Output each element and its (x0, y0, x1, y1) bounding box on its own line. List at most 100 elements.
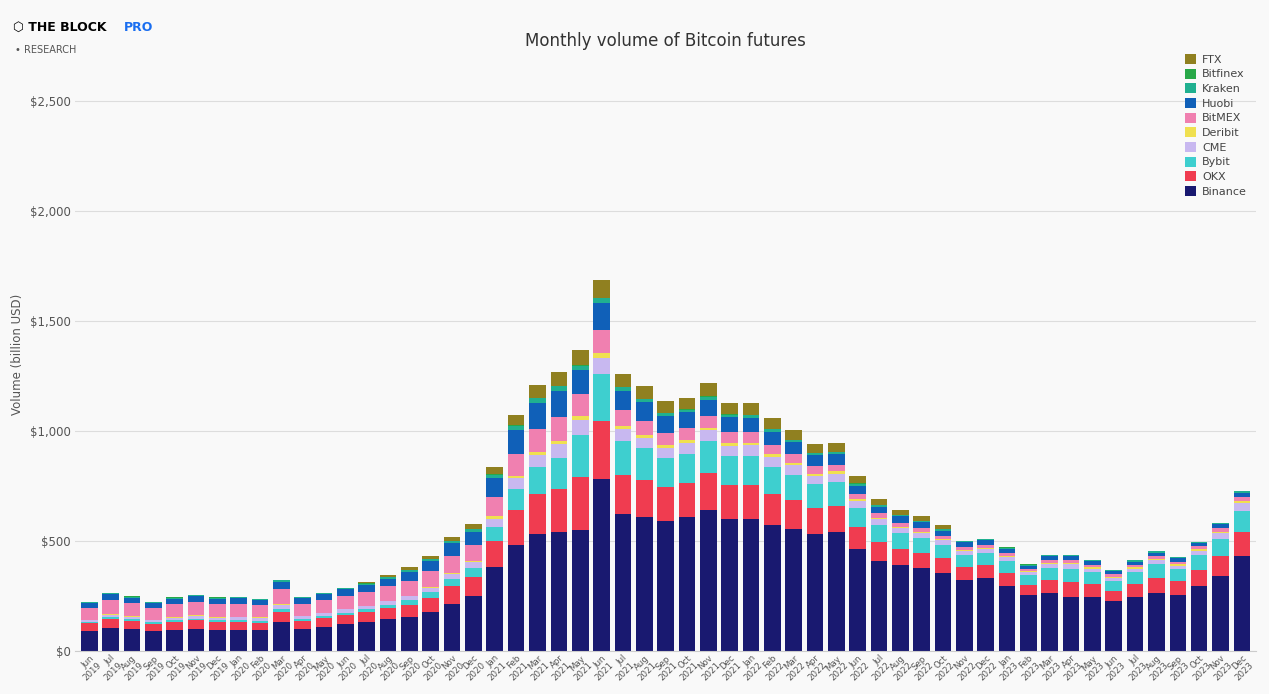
Bar (764, 430, 780, 432)
Bar (935, 539, 952, 541)
Bar (1105, 581, 1122, 591)
Bar (679, 517, 695, 651)
Bar (572, 435, 589, 477)
Bar (103, 617, 119, 618)
Bar (892, 549, 909, 565)
Bar (1212, 576, 1228, 651)
Bar (1170, 559, 1187, 561)
Bar (892, 515, 909, 516)
Bar (231, 597, 247, 598)
Bar (486, 497, 503, 516)
Bar (316, 593, 332, 594)
Bar (379, 619, 396, 651)
Bar (1212, 534, 1228, 539)
Bar (700, 441, 717, 473)
Bar (593, 373, 610, 421)
Bar (786, 475, 802, 500)
Bar (679, 409, 695, 412)
Bar (614, 391, 631, 410)
Bar (1170, 564, 1187, 566)
Bar (401, 605, 418, 617)
Bar (466, 568, 482, 577)
Bar (551, 532, 567, 651)
Bar (977, 545, 994, 548)
Bar (358, 592, 376, 606)
Bar (593, 421, 610, 480)
Bar (379, 577, 396, 579)
Bar (81, 623, 98, 631)
Bar (166, 604, 183, 617)
Bar (316, 627, 332, 651)
Bar (593, 480, 610, 651)
Bar (807, 455, 824, 466)
Bar (423, 571, 439, 587)
Bar (81, 602, 98, 607)
Bar (358, 585, 376, 592)
Bar (827, 452, 845, 455)
Bar (1190, 586, 1208, 651)
Bar (807, 466, 824, 473)
Bar (636, 517, 652, 651)
Bar (1084, 567, 1100, 568)
Bar (1105, 570, 1122, 571)
Bar (935, 530, 952, 536)
Bar (614, 429, 631, 441)
Bar (1127, 567, 1143, 568)
Bar (721, 418, 737, 432)
Bar (486, 518, 503, 527)
Bar (849, 527, 865, 548)
Bar (1042, 560, 1058, 563)
Y-axis label: Volume (billion USD): Volume (billion USD) (11, 294, 24, 414)
Bar (849, 501, 865, 508)
Bar (81, 622, 98, 623)
Bar (529, 403, 546, 429)
Bar (1148, 556, 1165, 559)
Bar (721, 485, 737, 519)
Bar (316, 618, 332, 627)
Bar (742, 432, 759, 443)
Bar (721, 443, 737, 446)
Bar (1190, 546, 1208, 549)
Bar (273, 605, 289, 609)
Bar (721, 456, 737, 485)
Bar (423, 587, 439, 588)
Bar (1233, 503, 1250, 511)
Bar (614, 374, 631, 387)
Bar (1020, 573, 1037, 575)
Bar (914, 516, 930, 520)
Bar (742, 418, 759, 432)
Bar (1233, 532, 1250, 557)
Bar (209, 598, 226, 599)
Bar (508, 430, 524, 454)
Bar (1127, 568, 1143, 573)
Bar (145, 624, 161, 631)
Bar (892, 527, 909, 528)
Bar (1170, 557, 1187, 559)
Bar (81, 607, 98, 620)
Bar (1084, 565, 1100, 567)
Bar (508, 426, 524, 430)
Bar (1105, 602, 1122, 651)
Bar (1084, 568, 1100, 573)
Bar (529, 452, 546, 455)
Bar (1212, 557, 1228, 576)
Bar (871, 525, 887, 542)
Bar (444, 543, 461, 556)
Bar (1190, 570, 1208, 586)
Bar (231, 604, 247, 617)
Bar (358, 609, 376, 612)
Bar (294, 597, 311, 598)
Bar (444, 574, 461, 579)
Bar (572, 394, 589, 416)
Bar (956, 555, 973, 567)
Bar (486, 541, 503, 567)
Bar (401, 617, 418, 651)
Bar (935, 573, 952, 651)
Bar (423, 588, 439, 593)
Bar (1042, 556, 1058, 560)
Bar (81, 620, 98, 622)
Bar (657, 414, 674, 416)
Bar (786, 463, 802, 465)
Bar (572, 370, 589, 394)
Bar (764, 455, 780, 457)
